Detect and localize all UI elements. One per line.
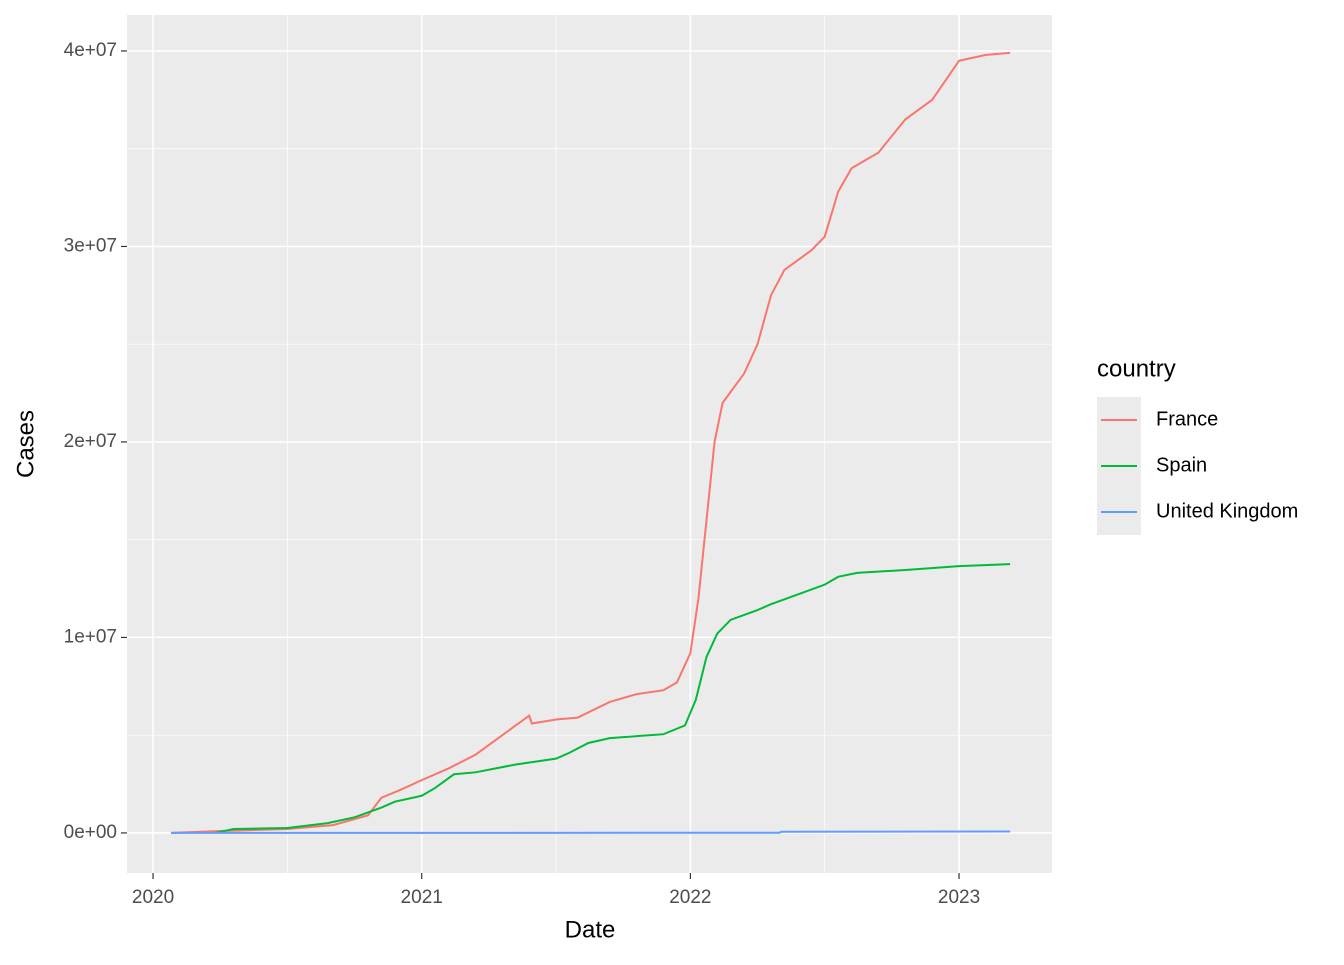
y-tick-label: 3e+07	[64, 235, 117, 256]
legend-label: United Kingdom	[1156, 500, 1298, 522]
x-tick-label: 2023	[938, 887, 980, 908]
y-tick-label: 2e+07	[64, 431, 117, 452]
legend: France Spain United Kingdom	[1097, 397, 1298, 535]
legend-title: country	[1097, 355, 1176, 382]
y-tick-label: 4e+07	[64, 40, 117, 61]
x-tick-label: 2020	[132, 887, 174, 908]
lines	[171, 51, 1011, 834]
y-tick-label: 0e+00	[64, 822, 117, 843]
y-tick-label: 1e+07	[64, 626, 117, 647]
series-line	[214, 563, 1011, 834]
series-line	[171, 51, 1011, 834]
grid	[127, 15, 1052, 873]
x-tick-label: 2021	[401, 887, 443, 908]
series-line	[171, 830, 1011, 834]
axes: 0e+00 1e+07 2e+07 3e+07 4e+07 2020 2021 2022 202…	[64, 40, 981, 908]
legend-label: France	[1156, 408, 1218, 430]
legend-label: Spain	[1156, 454, 1207, 476]
panel	[127, 15, 1052, 873]
y-axis-title: Cases	[12, 410, 39, 478]
x-tick-label: 2022	[669, 887, 711, 908]
x-axis-title: Date	[565, 916, 616, 943]
